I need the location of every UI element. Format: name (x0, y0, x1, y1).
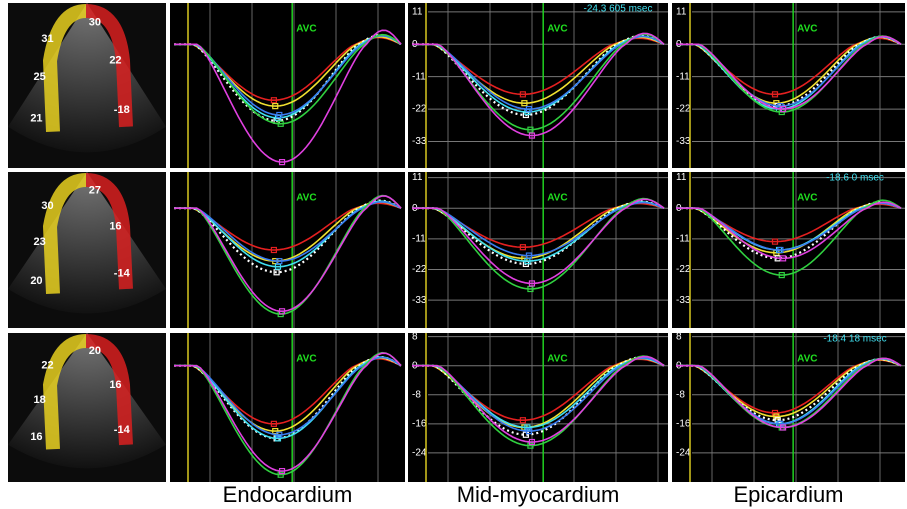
segment-label: 27 (89, 185, 101, 197)
segment-label: 16 (109, 221, 121, 233)
plot-area (170, 172, 405, 328)
plot-area (170, 333, 405, 482)
y-tick-label: 11 (676, 172, 687, 183)
plot-area (672, 333, 905, 482)
segment-label: 16 (109, 379, 121, 391)
y-tick-label: 8 (676, 331, 682, 342)
segment-label: 30 (41, 200, 53, 212)
segment-label: 22 (109, 55, 121, 67)
y-tick-label: -11 (676, 233, 690, 244)
avc-label: AVC (547, 193, 567, 204)
y-tick-label: -8 (676, 389, 685, 400)
y-tick-label: 11 (412, 6, 423, 17)
y-tick-label: -22 (676, 104, 691, 115)
plot-area (170, 3, 405, 168)
cursor-readout: -18.4 18 msec (823, 334, 886, 345)
y-tick-label: -22 (676, 264, 691, 275)
avc-label: AVC (296, 24, 316, 35)
y-tick-label: -24 (412, 448, 427, 459)
segment-label: -14 (114, 267, 131, 279)
y-tick-label: -33 (676, 136, 691, 147)
avc-label: AVC (547, 354, 567, 365)
avc-label: AVC (296, 193, 316, 204)
segment-label: 30 (89, 17, 101, 29)
segment-label: 25 (33, 71, 45, 83)
segment-label: 22 (41, 360, 53, 372)
plot-area (408, 172, 668, 328)
y-tick-label: -22 (412, 264, 427, 275)
y-tick-label: -33 (676, 295, 691, 306)
y-tick-label: -33 (412, 295, 427, 306)
y-tick-label: -8 (412, 389, 421, 400)
segment-label: 21 (30, 112, 42, 124)
avc-label: AVC (797, 193, 817, 204)
plot-area (672, 3, 905, 168)
y-tick-label: -24 (676, 448, 691, 459)
figure: 30312225-1821AVC110-11-22-33AVC-24.3 605… (0, 0, 907, 509)
plot-area (408, 3, 668, 168)
y-tick-label: -22 (412, 104, 427, 115)
segment-label: 16 (30, 431, 42, 443)
y-tick-label: -11 (676, 71, 690, 82)
segment-label: 23 (33, 236, 45, 248)
y-tick-label: 8 (412, 331, 418, 342)
avc-label: AVC (797, 354, 817, 365)
y-tick-label: -16 (412, 418, 427, 429)
column-label: Mid-myocardium (457, 482, 620, 507)
avc-label: AVC (296, 354, 316, 365)
column-label: Endocardium (223, 482, 353, 507)
y-tick-label: -11 (412, 233, 426, 244)
segment-label: 20 (89, 345, 101, 357)
y-tick-label: 11 (676, 6, 687, 17)
y-tick-label: 11 (412, 172, 423, 183)
segment-label: -14 (114, 424, 131, 436)
segment-label: -18 (114, 104, 130, 116)
y-tick-label: -16 (676, 418, 691, 429)
y-tick-label: -11 (412, 71, 426, 82)
plot-area (408, 333, 668, 482)
segment-label: 18 (33, 394, 45, 406)
avc-label: AVC (547, 24, 567, 35)
y-tick-label: -33 (412, 136, 427, 147)
avc-label: AVC (797, 24, 817, 35)
cursor-readout: -18.6 0 msec (826, 173, 884, 184)
cursor-readout: -24.3 605 msec (584, 4, 653, 15)
segment-label: 20 (30, 275, 42, 287)
column-label: Epicardium (733, 482, 843, 507)
segment-label: 31 (41, 33, 53, 45)
